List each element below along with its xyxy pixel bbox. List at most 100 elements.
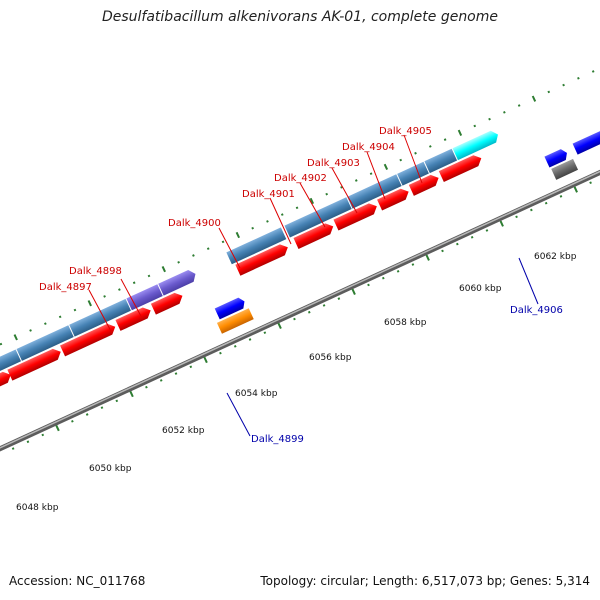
cds-dalk-4897[interactable] bbox=[126, 284, 163, 311]
leader-dalk-4903 bbox=[331, 167, 358, 214]
scale-label-6062: 6062 kbp bbox=[534, 252, 577, 262]
cds-red-6[interactable] bbox=[293, 221, 335, 249]
inner-tick-33 bbox=[470, 235, 474, 239]
inner-tick-27 bbox=[381, 276, 385, 280]
label-dalk-4901[interactable]: Dalk_4901 bbox=[242, 189, 295, 200]
cds-dalk-4905[interactable] bbox=[452, 129, 501, 161]
inner-tick-12 bbox=[159, 379, 163, 382]
outer-tick-11 bbox=[103, 295, 106, 298]
inner-tick-32 bbox=[456, 242, 459, 246]
cds-red-7[interactable] bbox=[333, 201, 379, 231]
inner-tick-14 bbox=[189, 365, 193, 369]
outer-tick-4 bbox=[0, 342, 3, 346]
inner-tick-34 bbox=[485, 229, 489, 232]
cds-steelblue-left-1[interactable] bbox=[0, 349, 22, 382]
label-leader-lines bbox=[88, 134, 539, 437]
leader-dalk-4897 bbox=[88, 289, 113, 334]
cds-red-left-1[interactable] bbox=[0, 369, 13, 396]
inner-tick-25 bbox=[351, 288, 356, 295]
scale-label-6048: 6048 kbp bbox=[16, 503, 59, 513]
label-dalk-4898[interactable]: Dalk_4898 bbox=[69, 266, 122, 277]
leader-dalk-4906 bbox=[518, 257, 539, 305]
outer-tick-20 bbox=[235, 231, 241, 239]
leader-dalk-4905 bbox=[403, 134, 423, 184]
outer-tick-42 bbox=[562, 83, 565, 87]
scale-label-6050: 6050 kbp bbox=[89, 464, 132, 474]
inner-tick-16 bbox=[219, 351, 222, 355]
inner-tick-39 bbox=[559, 195, 563, 198]
cds-dalk-4901[interactable] bbox=[284, 197, 352, 238]
label-dalk-4900[interactable]: Dalk_4900 bbox=[168, 218, 221, 229]
cds-dalk-4903[interactable] bbox=[397, 161, 429, 186]
inner-tick-13 bbox=[174, 372, 178, 375]
cds-dalk-4900[interactable] bbox=[226, 227, 287, 265]
genome-backbone bbox=[0, 169, 600, 452]
inner-tick-28 bbox=[396, 270, 400, 273]
scale-label-6058: 6058 kbp bbox=[384, 318, 427, 328]
cds-dalk-4898[interactable] bbox=[158, 268, 198, 296]
label-dalk-4904[interactable]: Dalk_4904 bbox=[342, 142, 395, 153]
inner-tick-20 bbox=[277, 322, 282, 330]
inner-tick-35 bbox=[499, 220, 504, 227]
inner-tick-8 bbox=[100, 406, 104, 410]
cds-dalk-4899[interactable] bbox=[216, 308, 254, 334]
inner-tick-21 bbox=[293, 317, 296, 321]
outer-tick-43 bbox=[577, 76, 580, 80]
inner-tick-29 bbox=[411, 263, 415, 266]
outer-tick-36 bbox=[473, 124, 477, 128]
outer-tick-29 bbox=[369, 172, 373, 176]
outer-tick-31 bbox=[399, 158, 403, 162]
inner-tick-18 bbox=[248, 338, 252, 341]
inner-tick-6 bbox=[71, 419, 74, 423]
cds-dalk-4902[interactable] bbox=[347, 174, 402, 209]
outer-tick-34 bbox=[443, 138, 447, 141]
outer-tick-40 bbox=[531, 95, 537, 102]
label-dalk-4906[interactable]: Dalk_4906 bbox=[510, 305, 563, 316]
outer-tick-8 bbox=[58, 315, 62, 319]
cds-steelblue-left-2[interactable] bbox=[16, 325, 74, 361]
label-dalk-4905[interactable]: Dalk_4905 bbox=[379, 126, 432, 137]
outer-tick-25 bbox=[309, 197, 315, 205]
inner-tick-4 bbox=[41, 433, 45, 437]
inner-tick-24 bbox=[337, 297, 341, 300]
cds-red-10[interactable] bbox=[438, 153, 484, 183]
outer-tick-14 bbox=[147, 274, 151, 278]
cds-dalk-4904[interactable] bbox=[424, 148, 458, 174]
outer-tick-28 bbox=[354, 179, 358, 182]
outer-tick-6 bbox=[29, 329, 32, 332]
cds-red-2[interactable] bbox=[60, 321, 118, 357]
label-dalk-4899[interactable]: Dalk_4899 bbox=[251, 434, 304, 445]
leader-dalk-4899 bbox=[226, 392, 251, 437]
cds-blue-right-2[interactable] bbox=[572, 127, 600, 155]
cds-red-3[interactable] bbox=[115, 305, 153, 331]
outer-tick-15 bbox=[161, 265, 166, 273]
outer-tick-35 bbox=[457, 129, 463, 136]
inner-tick-10 bbox=[129, 390, 134, 398]
cds-red-9[interactable] bbox=[408, 172, 441, 196]
cds-blue-4899-upper[interactable] bbox=[214, 296, 247, 320]
inner-tick-15 bbox=[203, 356, 208, 364]
cds-blue-right-1[interactable] bbox=[544, 147, 569, 168]
inner-tick-17 bbox=[233, 345, 237, 348]
cds-steelblue-2[interactable] bbox=[69, 298, 131, 337]
inner-tick-9 bbox=[115, 399, 119, 403]
cds-dalk-4906[interactable] bbox=[551, 158, 579, 180]
cds-red-4[interactable] bbox=[150, 290, 185, 315]
cds-red-5[interactable] bbox=[235, 242, 290, 276]
topology-text: Topology: circular; Length: 6,517,073 bp… bbox=[260, 574, 590, 588]
label-dalk-4902[interactable]: Dalk_4902 bbox=[274, 173, 327, 184]
cds-red-8[interactable] bbox=[377, 186, 411, 211]
outer-tick-21 bbox=[251, 226, 254, 230]
inner-tick-3 bbox=[26, 440, 30, 444]
cds-red-left-2[interactable] bbox=[7, 346, 63, 381]
gene-labels: Dalk_4897 Dalk_4898 Dalk_4899 Dalk_4900 … bbox=[39, 126, 563, 445]
outer-tick-24 bbox=[295, 206, 299, 210]
label-dalk-4903[interactable]: Dalk_4903 bbox=[307, 158, 360, 169]
outer-tick-18 bbox=[206, 247, 210, 251]
map-title: Desulfatibacillum alkenivorans AK-01, co… bbox=[101, 9, 499, 25]
inner-tick-30 bbox=[425, 254, 430, 261]
outer-tick-44 bbox=[591, 70, 595, 73]
gene-features bbox=[0, 127, 600, 396]
label-dalk-4897[interactable]: Dalk_4897 bbox=[39, 282, 92, 293]
